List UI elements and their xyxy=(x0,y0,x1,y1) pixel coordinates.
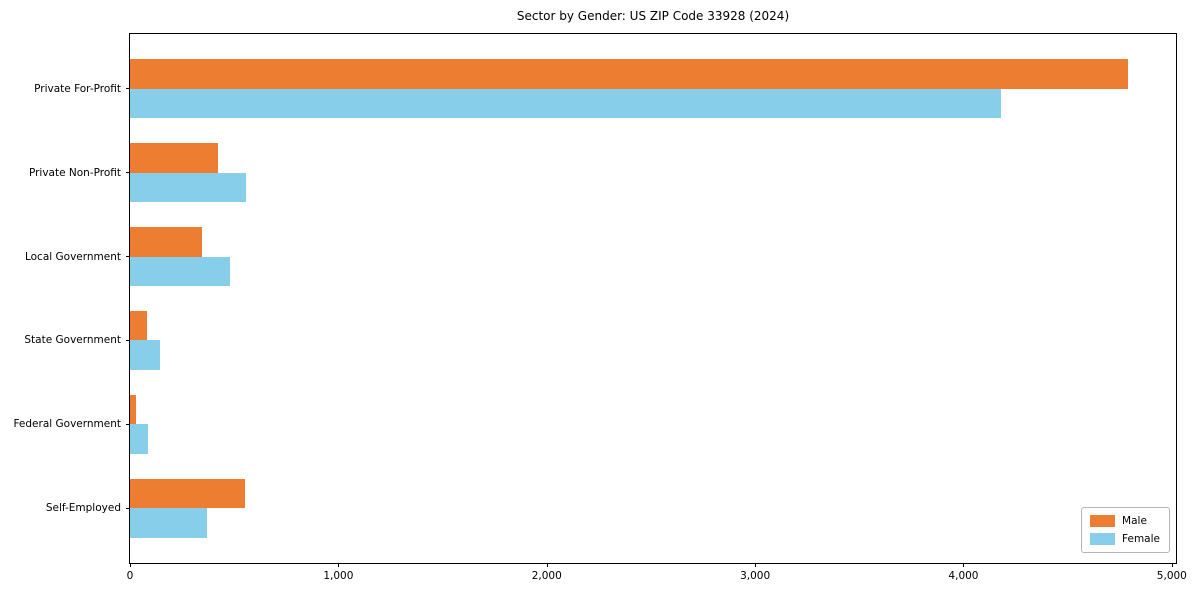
category-label-local-government: Local Government xyxy=(24,250,121,263)
x-tick-label-1000: 1,000 xyxy=(323,570,354,582)
category-label-federal-government: Federal Government xyxy=(13,418,121,431)
x-tick-mark-5000 xyxy=(1171,563,1173,567)
x-tick-label-5000: 5,000 xyxy=(1156,570,1187,582)
bar-male-state-government xyxy=(130,311,147,341)
legend-label-female: Female xyxy=(1122,533,1160,545)
category-label-private-for-profit: Private For-Profit xyxy=(34,82,121,95)
legend: Male Female xyxy=(1081,507,1170,553)
bar-female-local-government xyxy=(130,256,231,286)
x-tick-mark-4000 xyxy=(963,563,965,567)
x-tick-mark-1000 xyxy=(338,563,340,567)
x-tick-mark-2000 xyxy=(546,563,548,567)
legend-swatch-female xyxy=(1090,533,1116,545)
y-tick-mark-federal-government xyxy=(126,423,130,425)
y-tick-mark-local-government xyxy=(126,256,130,258)
x-tick-label-0: 0 xyxy=(126,570,134,582)
bar-female-state-government xyxy=(130,340,161,370)
x-tick-mark-0 xyxy=(130,563,131,567)
bar-female-private-for-profit xyxy=(130,88,1001,118)
y-tick-mark-state-government xyxy=(126,339,130,341)
category-label-self-employed: Self-Employed xyxy=(45,502,121,515)
bar-male-self-employed xyxy=(130,479,245,509)
chart-title: Sector by Gender: US ZIP Code 33928 (202… xyxy=(516,9,790,23)
bar-male-local-government xyxy=(130,227,202,257)
x-tick-label-3000: 3,000 xyxy=(740,570,771,582)
legend-swatch-male xyxy=(1090,515,1116,527)
legend-label-male: Male xyxy=(1122,515,1147,527)
y-tick-mark-private-for-profit xyxy=(126,88,130,90)
bar-female-federal-government xyxy=(130,424,148,454)
bar-female-self-employed xyxy=(130,508,208,538)
y-tick-mark-private-non-profit xyxy=(126,172,130,174)
category-label-state-government: State Government xyxy=(24,334,121,347)
bar-male-federal-government xyxy=(130,395,137,425)
x-tick-label-4000: 4,000 xyxy=(948,570,979,582)
legend-entry-male: Male xyxy=(1090,515,1160,527)
category-label-private-non-profit: Private Non-Profit xyxy=(28,166,121,179)
bar-female-private-non-profit xyxy=(130,172,246,202)
legend-entry-female: Female xyxy=(1090,533,1160,545)
plot-area: Private For-Profit Private Non-Profit Loca… xyxy=(13,33,1187,582)
bar-male-private-non-profit xyxy=(130,143,218,173)
x-tick-label-2000: 2,000 xyxy=(531,570,562,582)
x-tick-mark-3000 xyxy=(755,563,757,567)
y-tick-mark-self-employed xyxy=(126,507,130,509)
bar-male-private-for-profit xyxy=(130,59,1129,89)
